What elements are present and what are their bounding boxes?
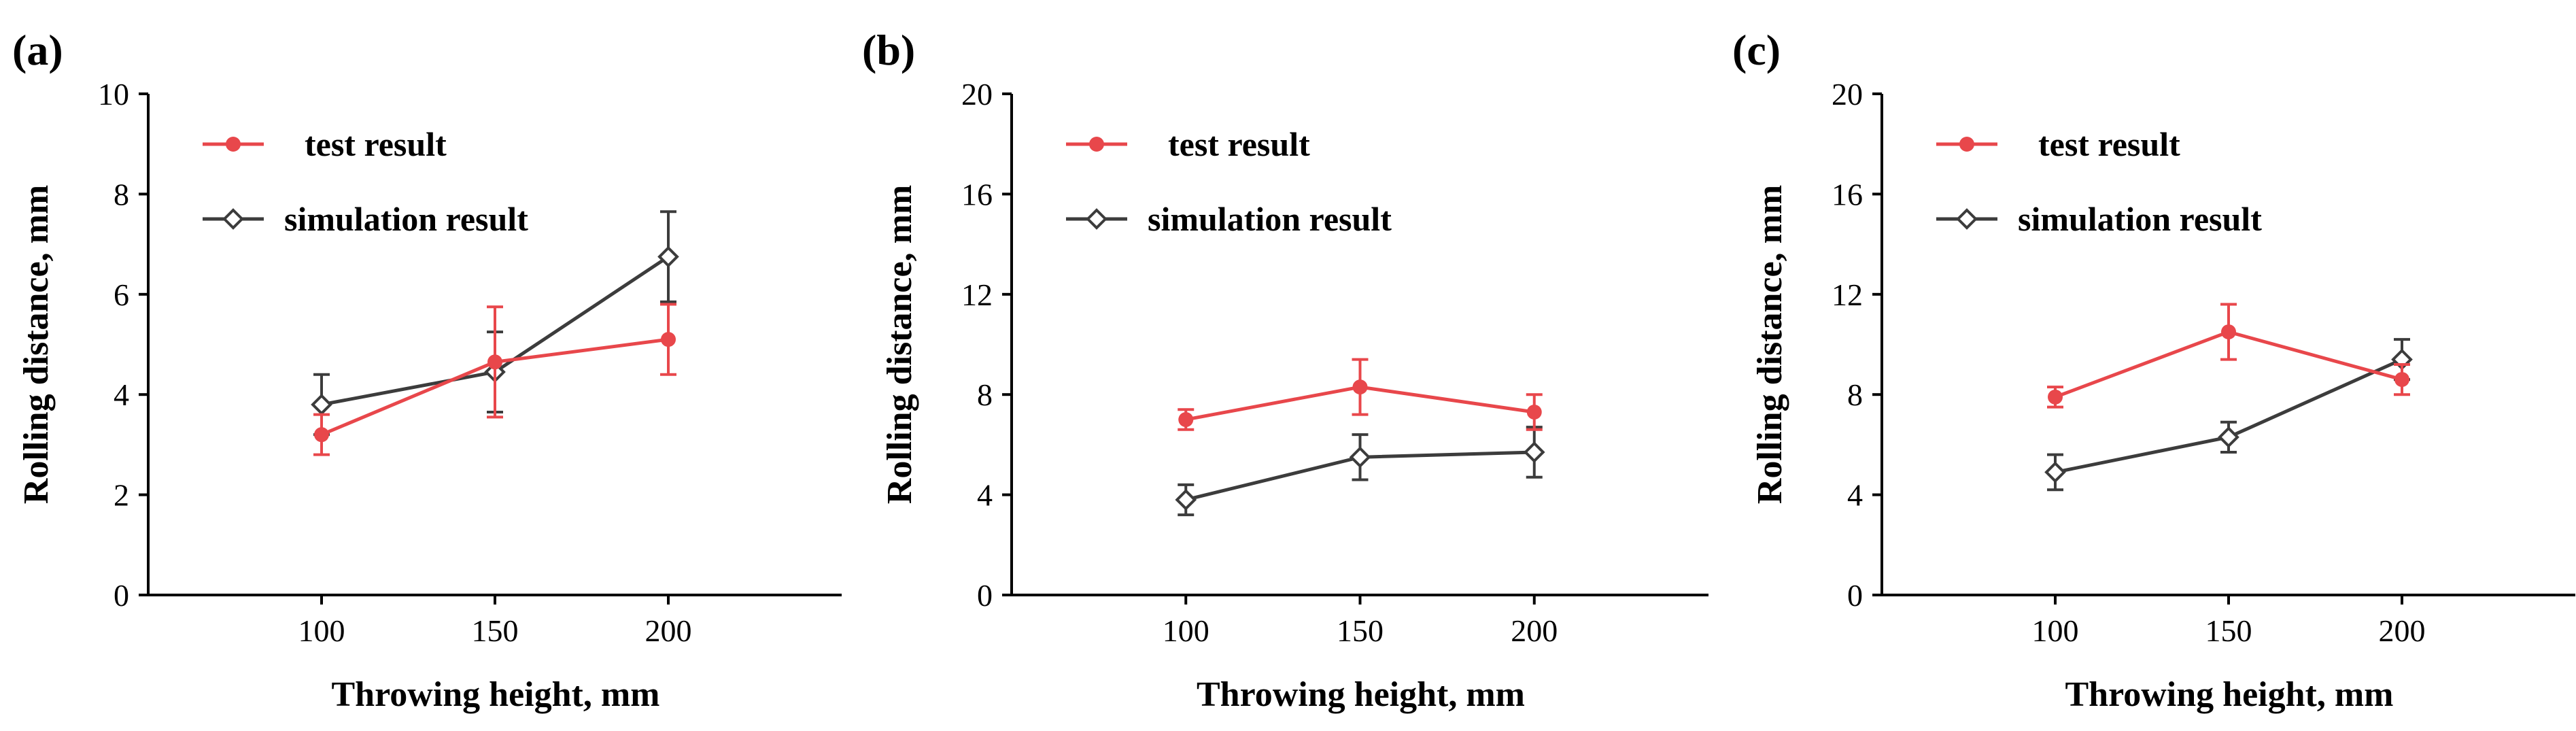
legend-marker: [1089, 137, 1104, 152]
y-tick-label: 4: [977, 478, 993, 513]
x-tick-label: 100: [298, 613, 345, 648]
x-axis-title: Throwing height, mm: [1197, 675, 1525, 714]
legend-label: simulation result: [2018, 200, 2262, 238]
data-point: [487, 354, 502, 370]
x-tick-label: 200: [645, 613, 692, 648]
data-point: [2048, 389, 2063, 405]
series-test: [1178, 358, 1543, 431]
data-point: [1175, 489, 1197, 511]
x-tick-label: 150: [2205, 613, 2252, 648]
y-tick-label: 8: [977, 377, 993, 412]
x-axis-title: Throwing height, mm: [2065, 675, 2394, 714]
data-point: [1178, 412, 1194, 428]
x-tick-label: 100: [2032, 613, 2079, 648]
legend-label: simulation result: [284, 200, 528, 238]
x-tick-label: 150: [1337, 613, 1384, 648]
legend-item-test: test result: [1066, 125, 1310, 163]
y-tick-label: 0: [977, 578, 993, 613]
x-tick-label: 200: [1511, 613, 1558, 648]
y-tick-label: 4: [1847, 478, 1863, 513]
legend-item-simulation: simulation result: [203, 200, 528, 238]
legend-label: simulation result: [1148, 200, 1392, 238]
legend-item-simulation: simulation result: [1936, 200, 2262, 238]
y-tick-label: 4: [114, 377, 129, 412]
y-tick-label: 20: [1832, 77, 1863, 112]
legend-item-simulation: simulation result: [1066, 200, 1392, 238]
y-tick-label: 0: [1847, 578, 1863, 613]
y-tick-label: 8: [114, 177, 129, 211]
series-simulation: [2044, 338, 2413, 492]
x-tick-label: 200: [2379, 613, 2426, 648]
y-tick-label: 8: [1847, 377, 1863, 412]
x-tick-label: 150: [472, 613, 519, 648]
series-simulation: [1175, 426, 1545, 517]
y-tick-label: 6: [114, 277, 129, 312]
y-tick-label: 16: [1832, 177, 1863, 211]
y-tick-label: 0: [114, 578, 129, 613]
data-point: [314, 427, 329, 443]
series-test: [2047, 303, 2410, 409]
x-axis-title: Throwing height, mm: [332, 675, 660, 714]
legend-marker: [1086, 208, 1107, 230]
legend-label: test result: [1168, 125, 1310, 163]
y-axis-title: Rolling distance, mm: [880, 185, 919, 504]
data-point: [2394, 372, 2409, 388]
data-point: [661, 332, 676, 347]
y-tick-label: 12: [1832, 277, 1863, 312]
legend-label: test result: [2038, 125, 2180, 163]
panel-label: (b): [862, 26, 915, 74]
legend-label: test result: [305, 125, 447, 163]
data-point: [1349, 446, 1371, 469]
panel-label: (c): [1732, 26, 1781, 74]
data-point: [2221, 324, 2236, 340]
panel-label: (a): [12, 26, 63, 74]
data-point: [1352, 379, 1368, 395]
panel-2: (b) 0 4 8 12 16 20 100 150 200 Throwing height, mm…: [862, 26, 1708, 714]
x-tick-label: 100: [1163, 613, 1209, 648]
legend-item-test: test result: [203, 125, 447, 163]
data-point: [311, 394, 332, 415]
legend-item-test: test result: [1936, 125, 2180, 163]
series-test: [313, 303, 676, 456]
y-tick-label: 16: [961, 177, 993, 211]
data-point: [2044, 461, 2066, 483]
legend-marker: [226, 137, 241, 152]
data-point: [1523, 441, 1545, 463]
legend-marker: [1956, 208, 1978, 230]
legend-marker: [1959, 137, 1974, 152]
y-tick-label: 2: [114, 478, 129, 513]
panel-1: (a) 0 2 4 6 8 10 100 150 200 Throwing height, mm Ro…: [12, 26, 842, 714]
y-tick-label: 12: [961, 277, 993, 312]
y-axis-title: Rolling distance, mm: [17, 185, 56, 504]
legend-marker: [222, 208, 244, 230]
y-tick-label: 20: [961, 77, 993, 112]
y-axis-title: Rolling distance, mm: [1751, 185, 1789, 504]
panel-3: (c) 0 4 8 12 16 20 100 150 200 Throwing height, mm…: [1732, 26, 2575, 714]
y-tick-label: 10: [98, 77, 129, 112]
data-point: [2218, 426, 2239, 448]
data-point: [657, 245, 679, 268]
data-point: [1526, 404, 1542, 420]
